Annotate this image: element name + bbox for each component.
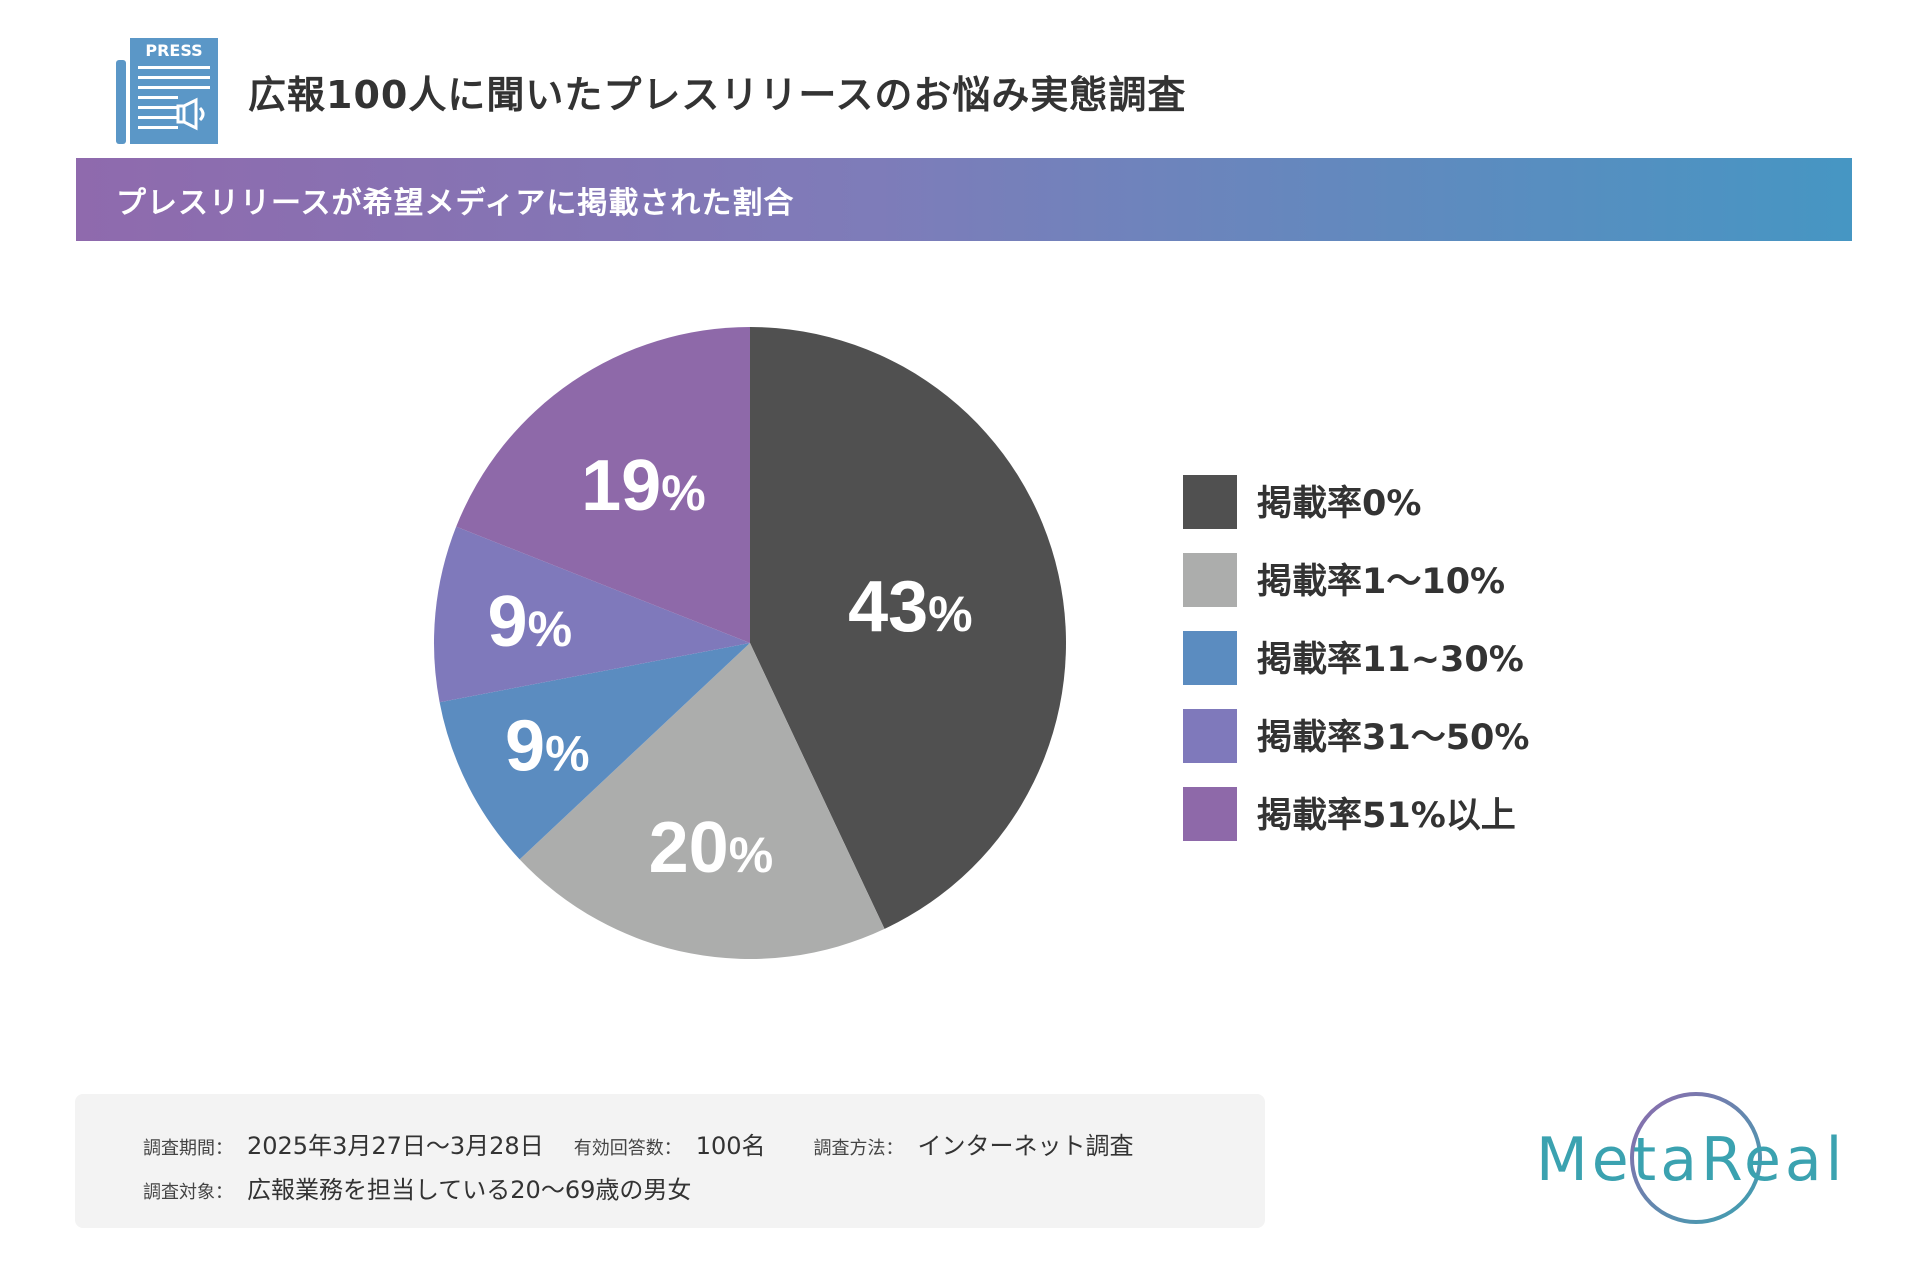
legend-label: 掲載率11~30% — [1257, 640, 1524, 680]
survey-info-panel: 調査期間： 2025年3月27日〜3月28日 有効回答数： 100名 調査方法：… — [75, 1094, 1265, 1228]
data-label: 9% — [488, 582, 573, 662]
pie-slice — [434, 526, 750, 703]
legend-swatch — [1183, 787, 1237, 841]
pie-slice — [750, 327, 1066, 929]
logo-text: MetaReal — [1536, 1125, 1846, 1195]
responses-label: 有効回答数： — [573, 1138, 682, 1159]
survey-info-row: 調査期間： 2025年3月27日〜3月28日 有効回答数： 100名 調査方法：… — [143, 1126, 1164, 1161]
period-label: 調査期間： — [143, 1138, 233, 1159]
pie-labels: 43%20%9%9%19% — [488, 446, 973, 888]
chart-legend: 掲載率0% 掲載率1〜10% 掲載率11~30% 掲載率31〜50% 掲載率51%以上 — [1183, 475, 1529, 841]
legend-swatch — [1183, 553, 1237, 607]
method-label: 調査方法： — [813, 1138, 904, 1159]
press-release-icon: PRESS — [116, 38, 218, 144]
data-label: 20% — [649, 808, 774, 888]
pie-slice — [456, 327, 750, 643]
pie-slice — [519, 643, 885, 960]
legend-swatch — [1183, 475, 1237, 529]
legend-swatch — [1183, 631, 1237, 685]
pie-slice — [439, 643, 750, 860]
period-value: 2025年3月27日〜3月28日 — [247, 1132, 544, 1160]
legend-label: 掲載率51%以上 — [1257, 796, 1516, 836]
logo-ring-icon — [1630, 1092, 1762, 1224]
svg-text:PRESS: PRESS — [145, 41, 202, 60]
method-value: インターネット調査 — [917, 1132, 1134, 1160]
pie-slices — [434, 327, 1066, 960]
metareal-logo: MetaReal — [1536, 1092, 1846, 1224]
page-title: 広報100人に聞いたプレスリリースのお悩み実態調査 — [248, 72, 1187, 117]
subtitle-banner: プレスリリースが希望メディアに掲載された割合 — [76, 158, 1852, 241]
legend-label: 掲載率31〜50% — [1257, 718, 1529, 758]
legend-label: 掲載率1〜10% — [1257, 562, 1505, 602]
target-label: 調査対象： — [143, 1182, 233, 1203]
legend-swatch — [1183, 709, 1237, 763]
pie-chart: 43%20%9%9%19% 掲載率0%掲載率1〜10%掲載率11~30%掲載率3… — [434, 327, 1529, 960]
header: PRESS 広報100人に聞いたプレスリリースのお悩み実態調査 — [116, 38, 1186, 144]
data-label: 19% — [581, 446, 706, 526]
survey-info-row: 調査対象： 広報業務を担当している20〜69歳の男女 — [143, 1170, 721, 1205]
legend-label: 掲載率0% — [1257, 484, 1421, 524]
data-label: 43% — [848, 567, 973, 647]
responses-value: 100名 — [695, 1132, 766, 1160]
chart-subtitle: プレスリリースが希望メディアに掲載された割合 — [116, 185, 795, 221]
data-label: 9% — [505, 706, 590, 786]
target-value: 広報業務を担当している20〜69歳の男女 — [247, 1176, 692, 1204]
